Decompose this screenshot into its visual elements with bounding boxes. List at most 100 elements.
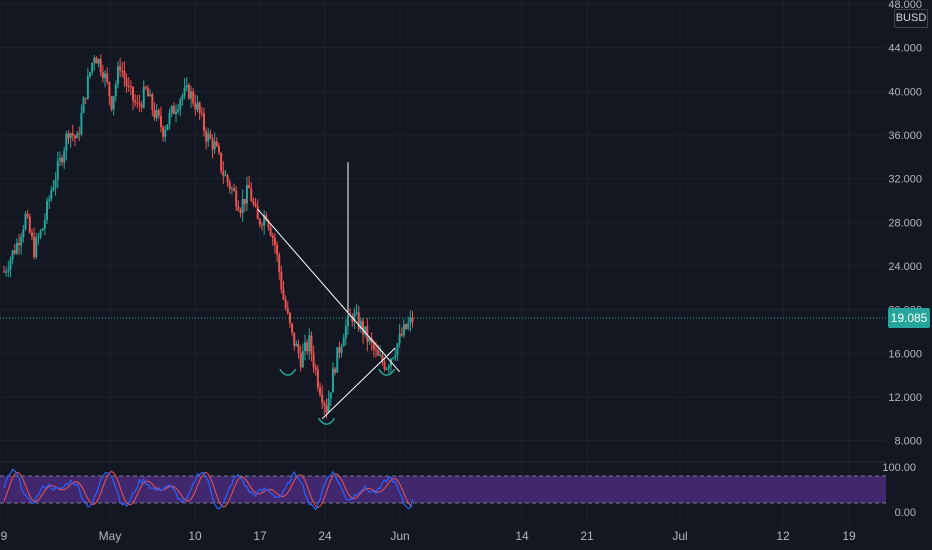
candle-body <box>233 188 236 191</box>
candle-body <box>368 337 371 342</box>
time-tick-label: 14 <box>515 529 529 543</box>
price-tick-label: 12.000 <box>888 392 922 404</box>
candle-body <box>342 338 345 347</box>
candle-body <box>276 244 279 255</box>
candle-body <box>209 133 212 139</box>
candle-body <box>41 228 44 231</box>
candle-body <box>241 198 244 214</box>
candle-body <box>69 133 72 139</box>
candle-body <box>119 66 122 71</box>
candle-body <box>319 387 322 395</box>
candle-body <box>196 102 199 110</box>
candle-body <box>269 227 272 236</box>
price-tick-label: 36.000 <box>888 130 922 142</box>
candle-body <box>304 342 306 352</box>
candle-body <box>132 86 134 101</box>
candle-body <box>398 333 401 344</box>
candle-body <box>7 269 10 272</box>
stoch-d-line <box>3 470 413 509</box>
triangle-upper-line <box>257 208 400 373</box>
triangle-lower-line <box>321 347 396 420</box>
candle-body <box>20 237 23 246</box>
candle-body <box>159 115 162 127</box>
candle-body <box>114 84 117 97</box>
candle-body <box>190 91 193 99</box>
candle-body <box>411 317 414 322</box>
candle-body <box>151 94 154 110</box>
oscillator-axis: 100.00 0.00 <box>882 462 916 519</box>
candle-body <box>235 190 238 207</box>
candle-body <box>71 133 74 136</box>
candle-body <box>9 259 12 270</box>
candle-body <box>56 160 59 180</box>
candle-body <box>394 354 397 358</box>
candle-body <box>13 250 16 254</box>
candle-body <box>248 185 251 189</box>
candle-body <box>347 315 349 327</box>
candle-body <box>84 97 87 99</box>
candle-body <box>179 99 182 110</box>
price-tick-label: 40.000 <box>888 86 922 98</box>
candle-body <box>61 157 64 163</box>
candle-body <box>301 351 304 368</box>
price-axis[interactable]: 48.000 44.000 40.000 36.000 32.000 28.000 24.0… <box>888 0 922 448</box>
candle-body <box>149 94 152 97</box>
candle-body <box>125 78 128 86</box>
candle-body <box>284 299 287 309</box>
candle-body <box>54 179 57 188</box>
candle-body <box>226 175 229 183</box>
candle-body <box>314 367 317 370</box>
candle-body <box>153 109 156 118</box>
candle-body <box>110 96 113 110</box>
candle-body <box>127 85 130 87</box>
candle-body <box>258 219 261 225</box>
candle-body <box>310 335 313 354</box>
candle-body <box>123 70 126 79</box>
candle-body <box>48 199 51 201</box>
candle-body <box>76 133 79 139</box>
candle-body <box>52 187 55 191</box>
osc-tick-label: 100.00 <box>882 462 916 474</box>
candle-body <box>353 313 356 322</box>
candle-body <box>144 86 147 89</box>
price-tick-label: 16.000 <box>888 348 922 360</box>
price-tick-label: 28.000 <box>888 217 922 229</box>
candle-body <box>351 316 354 322</box>
candle-body <box>63 150 66 163</box>
candle-body <box>299 353 302 368</box>
drawings[interactable] <box>257 162 400 425</box>
candle-body <box>97 59 100 64</box>
candle-body <box>121 70 124 72</box>
candle-body <box>168 113 171 125</box>
candle-body <box>136 102 139 104</box>
candle-body <box>129 86 132 88</box>
candle-body <box>3 271 5 273</box>
candle-body <box>170 106 173 114</box>
candle-body <box>116 66 119 85</box>
candle-body <box>282 289 285 300</box>
candle-body <box>185 84 188 88</box>
candle-body <box>37 236 40 238</box>
candle-body <box>329 392 332 399</box>
candle-body <box>230 188 233 190</box>
candle-body <box>175 111 177 114</box>
price-tick-label: 32.000 <box>888 174 922 186</box>
candle-body <box>33 236 36 257</box>
candle-body <box>207 133 210 142</box>
candle-body <box>5 271 8 273</box>
candle-body <box>89 72 91 76</box>
candle-body <box>288 312 291 324</box>
candle-body <box>24 213 27 230</box>
time-axis[interactable]: 9 May 10 17 24 Jun 14 21 Jul 12 19 <box>1 529 856 543</box>
candle-body <box>331 368 334 393</box>
candle-body <box>28 216 31 233</box>
candle-body <box>383 362 386 369</box>
candle-body <box>392 357 395 359</box>
candle-body <box>237 206 240 211</box>
candle-body <box>267 220 270 228</box>
candle-body <box>405 324 408 329</box>
time-tick-label: 19 <box>842 529 856 543</box>
candle-body <box>187 84 190 99</box>
